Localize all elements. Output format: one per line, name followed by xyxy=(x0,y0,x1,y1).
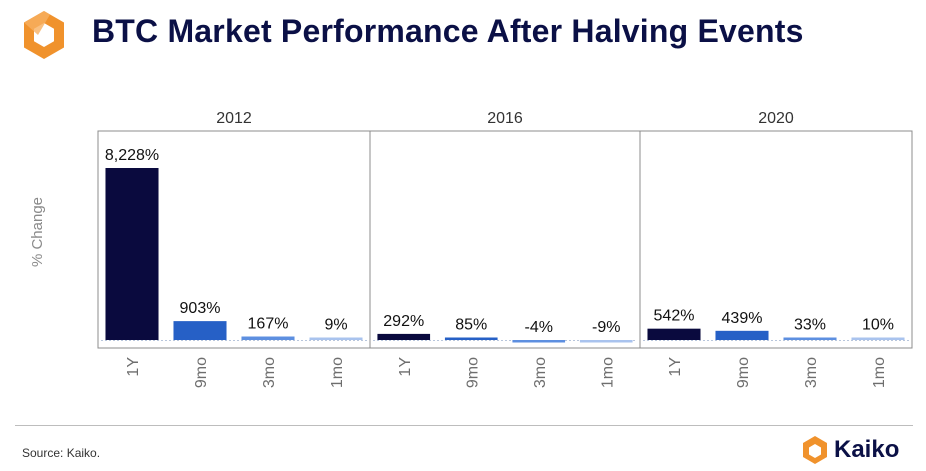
category-label-2012-1Y: 1Y xyxy=(125,357,142,377)
data-label-2020-3mo: 33% xyxy=(794,317,826,334)
kaiko-brand: Kaiko xyxy=(800,434,910,466)
footer-divider xyxy=(15,425,913,426)
category-label-2016-3mo: 3mo xyxy=(532,357,549,388)
data-label-2016-1mo: -9% xyxy=(592,319,620,336)
data-label-2012-1mo: 9% xyxy=(324,317,347,334)
data-label-2020-9mo: 439% xyxy=(722,310,763,327)
bar-2020-1mo xyxy=(851,337,905,340)
page-title: BTC Market Performance After Halving Eve… xyxy=(92,13,804,49)
bar-2016-9mo xyxy=(444,337,498,340)
bar-2012-1mo xyxy=(309,337,363,340)
data-label-2012-3mo: 167% xyxy=(248,316,289,333)
data-label-2012-1Y: 8,228% xyxy=(105,147,159,164)
category-label-2016-1mo: 1mo xyxy=(599,357,616,388)
bar-chart: % Change 2012 8,228% 1Y 903% 9mo 167% 3mo 9% 1mo 2… xyxy=(29,110,913,388)
panel-title-2016: 2016 xyxy=(487,110,523,127)
data-label-2020-1Y: 542% xyxy=(654,308,695,325)
category-label-2020-1Y: 1Y xyxy=(667,357,684,377)
category-label-2016-9mo: 9mo xyxy=(464,357,481,388)
panel-frame-2020 xyxy=(639,130,913,349)
category-label-2020-1mo: 1mo xyxy=(871,357,888,388)
data-label-2016-3mo: -4% xyxy=(525,319,553,336)
bar-2020-9mo xyxy=(715,330,769,340)
kaiko-logo-icon xyxy=(24,11,64,59)
bar-2016-3mo xyxy=(512,340,566,343)
data-label-2020-1mo: 10% xyxy=(862,317,894,334)
category-label-2012-3mo: 3mo xyxy=(261,357,278,388)
source-note: Source: Kaiko. xyxy=(22,446,101,460)
data-label-2016-9mo: 85% xyxy=(455,317,487,334)
category-label-2012-9mo: 9mo xyxy=(193,357,210,388)
bar-2012-9mo xyxy=(173,321,227,340)
data-label-2012-9mo: 903% xyxy=(180,300,221,317)
category-label-2012-1mo: 1mo xyxy=(329,357,346,388)
bar-2016-1mo xyxy=(579,340,633,343)
kaiko-brand-icon xyxy=(803,436,827,464)
data-label-2016-1Y: 292% xyxy=(383,313,424,330)
category-label-2020-3mo: 3mo xyxy=(803,357,820,388)
panel-title-2012: 2012 xyxy=(216,110,252,127)
bar-2012-3mo xyxy=(241,336,295,340)
panel-title-2020: 2020 xyxy=(758,110,794,127)
bar-2020-3mo xyxy=(783,337,837,340)
category-label-2016-1Y: 1Y xyxy=(397,357,414,377)
bar-2012-1Y xyxy=(105,168,159,340)
brand-name: Kaiko xyxy=(834,436,900,463)
y-axis-label: % Change xyxy=(29,197,46,267)
bar-2020-1Y xyxy=(647,328,701,340)
bar-2016-1Y xyxy=(377,333,431,340)
category-label-2020-9mo: 9mo xyxy=(735,357,752,388)
